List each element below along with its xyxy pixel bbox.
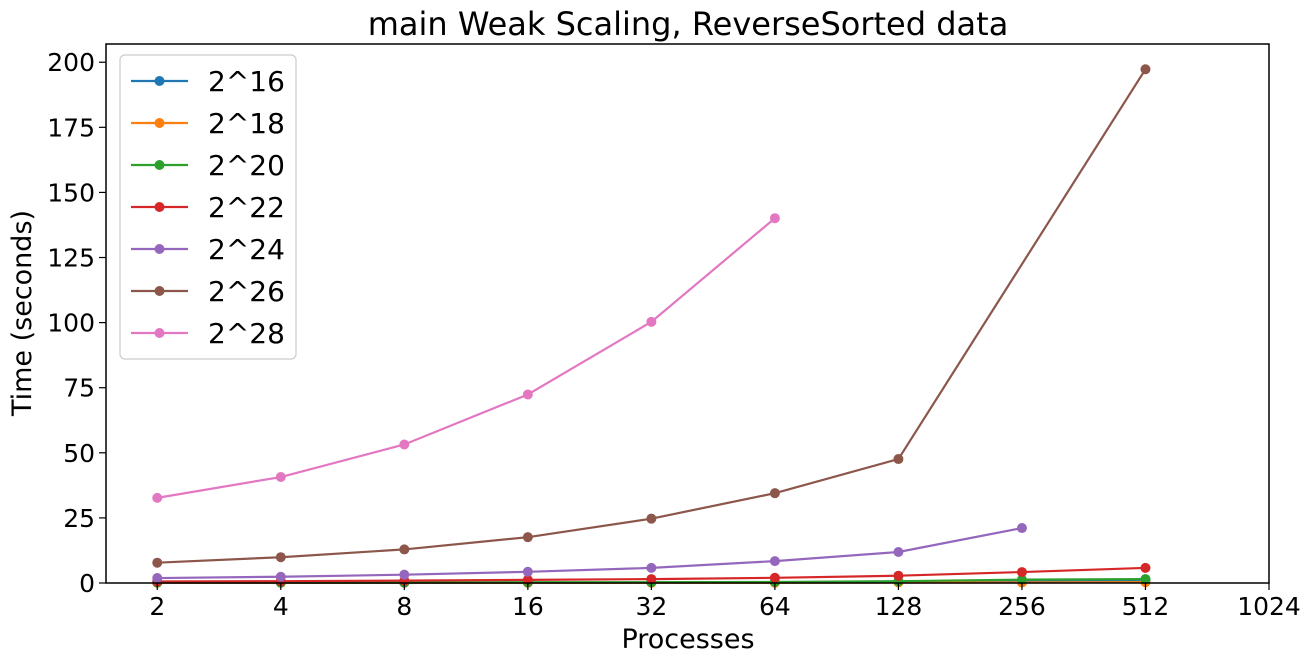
x-tick-label: 512 xyxy=(1122,592,1170,621)
legend-label: 2^26 xyxy=(208,275,285,308)
legend-label: 2^28 xyxy=(208,317,285,350)
y-tick-label: 0 xyxy=(79,569,95,598)
data-point xyxy=(646,513,657,524)
data-point xyxy=(1016,523,1027,534)
legend-label: 2^24 xyxy=(208,233,285,266)
data-point xyxy=(1016,567,1027,578)
x-tick-label: 8 xyxy=(396,592,412,621)
chart-title: main Weak Scaling, ReverseSorted data xyxy=(368,5,1009,43)
x-tick-label: 1024 xyxy=(1237,592,1301,621)
data-point xyxy=(399,439,410,450)
y-tick-label: 200 xyxy=(47,48,95,77)
x-axis: 2 4 8 16 32 64 128 256 512 1024 xyxy=(149,583,1301,621)
data-point xyxy=(893,570,904,581)
data-point xyxy=(275,472,286,483)
legend-label: 2^22 xyxy=(208,191,285,224)
x-tick-label: 128 xyxy=(875,592,923,621)
legend-marker xyxy=(154,244,165,254)
data-point xyxy=(769,556,780,567)
x-tick-label: 4 xyxy=(273,592,289,621)
legend-marker xyxy=(154,202,165,212)
series-line xyxy=(157,68,1147,564)
data-point xyxy=(275,552,286,563)
legend-marker xyxy=(154,160,165,170)
y-tick-label: 25 xyxy=(63,504,95,533)
data-point xyxy=(646,574,657,585)
x-tick-label: 16 xyxy=(512,592,544,621)
y-tick-label: 175 xyxy=(47,113,95,142)
data-point xyxy=(769,488,780,499)
legend-label: 2^16 xyxy=(208,65,285,98)
data-point xyxy=(522,389,533,400)
data-point xyxy=(152,492,163,503)
data-point xyxy=(522,566,533,577)
legend-marker xyxy=(154,328,165,338)
x-tick-label: 2 xyxy=(149,592,165,621)
legend-marker xyxy=(154,118,165,128)
y-tick-label: 75 xyxy=(63,374,95,403)
data-point xyxy=(1140,574,1151,585)
data-point xyxy=(1016,574,1027,585)
data-point xyxy=(893,547,904,558)
data-point xyxy=(646,316,657,327)
legend-marker xyxy=(154,76,165,86)
data-point xyxy=(399,569,410,580)
data-point xyxy=(1140,64,1151,75)
legend-box xyxy=(119,54,297,360)
data-point xyxy=(1140,562,1151,573)
data-point xyxy=(646,562,657,573)
x-tick-label: 32 xyxy=(635,592,667,621)
y-tick-label: 125 xyxy=(47,244,95,273)
data-point xyxy=(893,454,904,465)
y-axis: 0 25 50 75 100 125 150 175 200 xyxy=(47,48,106,598)
series-line xyxy=(157,217,776,499)
plot-frame xyxy=(105,43,1270,584)
legend-marker xyxy=(154,286,165,296)
x-tick-label: 64 xyxy=(759,592,791,621)
data-point xyxy=(275,571,286,582)
plot-area xyxy=(152,64,1151,588)
y-tick-label: 100 xyxy=(47,309,95,338)
legend: 2^16 2^18 2^20 2^22 2^24 2^26 2^28 xyxy=(119,54,297,360)
y-tick-label: 150 xyxy=(47,178,95,207)
legend-label: 2^18 xyxy=(208,107,285,140)
y-axis-label: Time (seconds) xyxy=(7,210,38,417)
legend-label: 2^20 xyxy=(208,149,285,182)
data-point xyxy=(152,573,163,584)
series-line xyxy=(157,526,1023,580)
data-point xyxy=(769,213,780,224)
data-point xyxy=(769,572,780,583)
data-point xyxy=(399,544,410,555)
data-point xyxy=(152,557,163,568)
x-axis-label: Processes xyxy=(621,624,754,655)
y-tick-label: 50 xyxy=(63,439,95,468)
x-tick-label: 256 xyxy=(998,592,1046,621)
data-point xyxy=(522,532,533,543)
